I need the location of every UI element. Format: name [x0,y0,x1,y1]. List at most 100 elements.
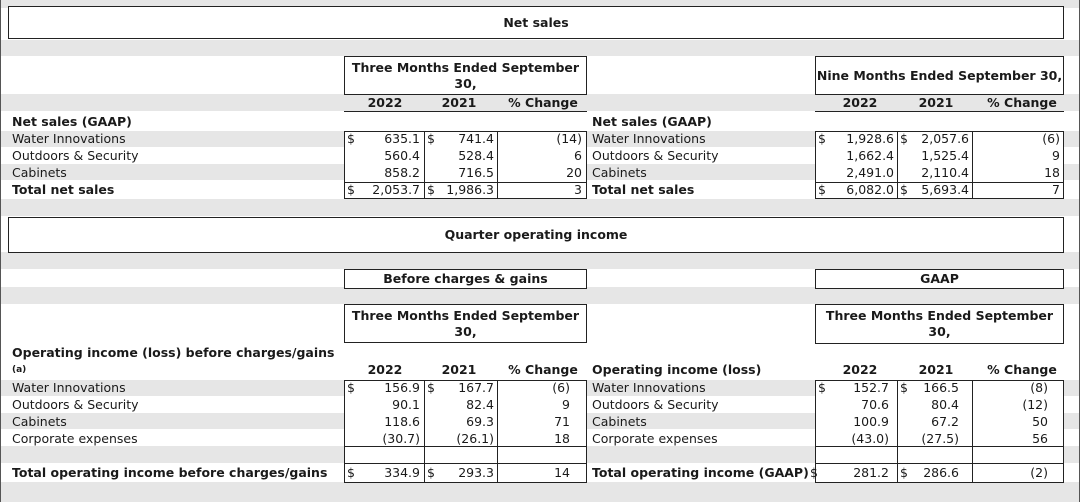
value: 741.4 [458,131,494,146]
divider [344,111,587,112]
cell-column [897,380,973,483]
row-label: Cabinets [12,414,67,429]
cell-column [972,380,1064,483]
value: 6 [574,148,582,163]
band [0,287,1080,304]
value: 1,986.3 [446,182,494,197]
value: (12) [1022,397,1048,412]
value: 9 [562,397,570,412]
value: (14) [556,131,582,146]
value: 118.6 [384,414,420,429]
value: 18 [1044,165,1060,180]
cell-column [344,380,425,483]
cell-column [497,131,587,199]
band [0,482,1080,502]
footnote-marker: (a) [12,365,27,375]
operating-before-label-text: Operating income (loss) before charges/g… [12,345,335,360]
value: 166.5 [923,380,959,395]
cell-column [424,380,498,483]
total-label: Total operating income before charges/ga… [12,465,328,480]
value: 18 [554,431,570,446]
value: 7 [1052,182,1060,197]
col-2021: 2021 [441,95,477,110]
divider [815,463,1064,464]
value: 80.4 [931,397,959,412]
col-2022: 2022 [842,362,878,377]
dollar-sign: $ [427,182,435,197]
dollar-sign: $ [818,380,826,395]
operating-label-header: Operating income (loss) [592,362,762,377]
value: (26.1) [456,431,494,446]
value: 20 [566,165,582,180]
value: 6,082.0 [846,182,894,197]
row-label: Outdoors & Security [12,148,139,163]
dollar-sign: $ [900,131,908,146]
divider [344,463,587,464]
value: 635.1 [384,131,420,146]
value: 9 [1052,148,1060,163]
value: 858.2 [384,165,420,180]
value: (6) [1042,131,1060,146]
dollar-sign: $ [810,465,818,480]
quarter-operating-income-title: Quarter operating income [8,217,1064,253]
cell-column [424,131,498,199]
divider [815,446,1064,447]
row-label: Outdoors & Security [12,397,139,412]
row-label: Corporate expenses [12,431,138,446]
band [0,252,1080,269]
cell-column [897,131,973,199]
dollar-sign: $ [818,131,826,146]
col-2021: 2021 [918,95,954,110]
value: (43.0) [851,431,889,446]
col-change: % Change [987,95,1057,110]
three-months-header: Three Months Ended September 30, [344,304,587,343]
value: 2,057.6 [921,131,969,146]
value: 152.7 [853,380,889,395]
dollar-sign: $ [347,182,355,197]
total-divider [344,182,587,183]
dollar-sign: $ [427,131,435,146]
net-sales-title: Net sales [8,6,1064,39]
row-label: Water Innovations [592,131,706,146]
col-2022: 2022 [842,95,878,110]
value: 70.6 [861,397,889,412]
cell-column [815,380,898,483]
value: 560.4 [384,148,420,163]
dollar-sign: $ [347,380,355,395]
cell-column [344,131,425,199]
dollar-sign: $ [347,465,355,480]
row-label: Cabinets [592,414,647,429]
value: 100.9 [853,414,889,429]
dollar-sign: $ [347,131,355,146]
row-label: Water Innovations [12,131,126,146]
col-2021: 2021 [918,362,954,377]
total-label: Total net sales [592,182,695,197]
value: 3 [574,182,582,197]
row-label: Cabinets [12,165,67,180]
col-2022: 2022 [367,95,403,110]
value: 528.4 [458,148,494,163]
dollar-sign: $ [900,465,908,480]
value: 1,928.6 [846,131,894,146]
value: 71 [554,414,570,429]
total-divider [815,182,1064,183]
value: 67.2 [931,414,959,429]
dollar-sign: $ [427,380,435,395]
divider [815,111,1064,112]
cell-column [815,131,898,199]
value: 2,110.4 [921,165,969,180]
value: 156.9 [384,380,420,395]
operating-before-label-header: Operating income (loss) before charges/g… [12,345,342,378]
cell-column [497,380,587,483]
value: 14 [554,465,570,480]
value: 281.2 [853,465,889,480]
band [0,40,1080,56]
value: 69.3 [466,414,494,429]
value: 2,491.0 [846,165,894,180]
net-sales-label-header: Net sales (GAAP) [12,114,132,129]
total-label: Total operating income (GAAP) [592,465,809,480]
value: 1,662.4 [846,148,894,163]
col-2022: 2022 [367,362,403,377]
value: 90.1 [392,397,420,412]
